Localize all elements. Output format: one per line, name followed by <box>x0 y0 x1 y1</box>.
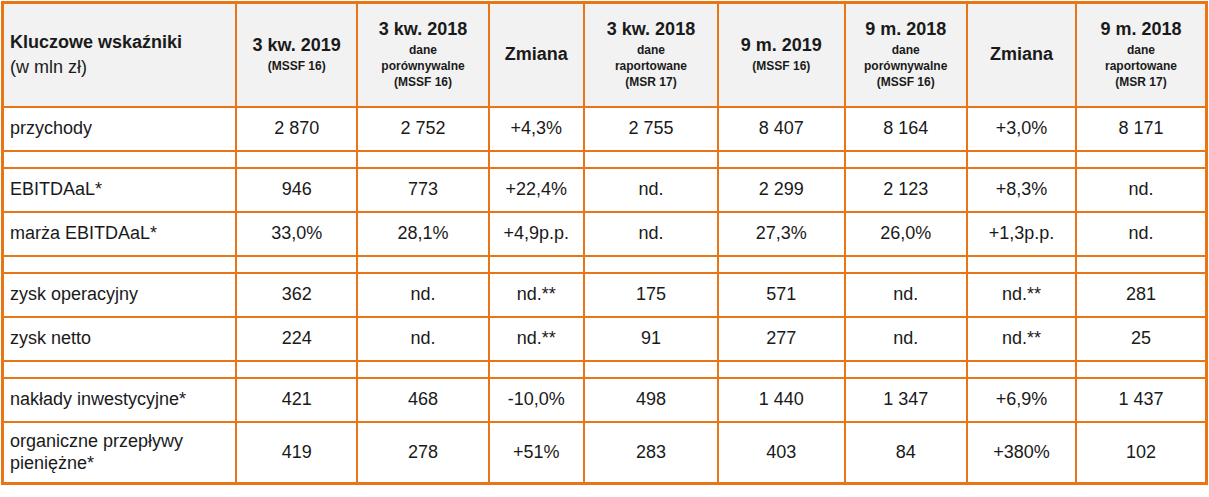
value-cell: nd. <box>845 273 967 317</box>
value-cell: 224 <box>236 317 357 361</box>
value-cell: -10,0% <box>489 378 584 422</box>
column-header-9m2018-raportowane: 9 m. 2018 dane raportowane (MSR 17) <box>1076 3 1206 107</box>
value-cell: +8,3% <box>967 168 1076 212</box>
metric-label: zysk netto <box>3 317 237 361</box>
spacer-row <box>3 151 1207 168</box>
column-header-9m2018-porownywalne: 9 m. 2018 dane porównywalne (MSSF 16) <box>845 3 967 107</box>
table-row-zysk-operacyjny: zysk operacyjny 362 nd. nd.** 175 571 nd… <box>3 273 1207 317</box>
value-cell: 403 <box>718 422 844 484</box>
value-cell: 27,3% <box>718 212 844 256</box>
spacer-row <box>3 361 1207 378</box>
metric-label: przychody <box>3 107 237 151</box>
table-row-zysk-netto: zysk netto 224 nd. nd.** 91 277 nd. nd.*… <box>3 317 1207 361</box>
table-row-przychody: przychody 2 870 2 752 +4,3% 2 755 8 407 … <box>3 107 1207 151</box>
column-header-zmiana-q: Zmiana <box>489 3 584 107</box>
value-cell: 1 440 <box>718 378 844 422</box>
value-cell: 8 171 <box>1076 107 1206 151</box>
value-cell: +51% <box>489 422 584 484</box>
value-cell: 25 <box>1076 317 1206 361</box>
value-cell: 281 <box>1076 273 1206 317</box>
value-cell: +4,3% <box>489 107 584 151</box>
value-cell: +22,4% <box>489 168 584 212</box>
value-cell: 33,0% <box>236 212 357 256</box>
value-cell: nd. <box>584 168 718 212</box>
metric-label: nakłady inwestycyjne* <box>3 378 237 422</box>
value-cell: nd. <box>845 317 967 361</box>
value-cell: nd.** <box>967 317 1076 361</box>
table-corner-header: Kluczowe wskaźniki (w mln zł) <box>3 3 237 107</box>
table-row-naklady-inwestycyjne: nakłady inwestycyjne* 421 468 -10,0% 498… <box>3 378 1207 422</box>
value-cell: 421 <box>236 378 357 422</box>
value-cell: nd. <box>357 317 488 361</box>
value-cell: nd. <box>357 273 488 317</box>
value-cell: 2 299 <box>718 168 844 212</box>
value-cell: 8 407 <box>718 107 844 151</box>
value-cell: +6,9% <box>967 378 1076 422</box>
value-cell: 946 <box>236 168 357 212</box>
value-cell: +380% <box>967 422 1076 484</box>
table-row-organiczne-przeplywy: organiczne przepływy pieniężne* 419 278 … <box>3 422 1207 484</box>
value-cell: 498 <box>584 378 718 422</box>
spacer-row <box>3 256 1207 273</box>
value-cell: 468 <box>357 378 488 422</box>
column-header-9m2019: 9 m. 2019 (MSSF 16) <box>718 3 844 107</box>
value-cell: 773 <box>357 168 488 212</box>
header-row: Kluczowe wskaźniki (w mln zł) 3 kw. 2019… <box>3 3 1207 107</box>
column-header-3kw2018-raportowane: 3 kw. 2018 dane raportowane (MSR 17) <box>584 3 718 107</box>
column-header-3kw2018-porownywalne: 3 kw. 2018 dane porównywalne (MSSF 16) <box>357 3 488 107</box>
value-cell: 1 437 <box>1076 378 1206 422</box>
value-cell: 84 <box>845 422 967 484</box>
value-cell: nd.** <box>489 317 584 361</box>
value-cell: 102 <box>1076 422 1206 484</box>
value-cell: 283 <box>584 422 718 484</box>
metric-label: organiczne przepływy pieniężne* <box>3 422 237 484</box>
value-cell: 277 <box>718 317 844 361</box>
value-cell: 2 755 <box>584 107 718 151</box>
corner-subtitle: (w mln zł) <box>10 55 229 79</box>
value-cell: +4,9p.p. <box>489 212 584 256</box>
column-header-3kw2019: 3 kw. 2019 (MSSF 16) <box>236 3 357 107</box>
value-cell: 2 123 <box>845 168 967 212</box>
value-cell: 571 <box>718 273 844 317</box>
corner-title: Kluczowe wskaźniki <box>10 30 229 54</box>
value-cell: 28,1% <box>357 212 488 256</box>
value-cell: 419 <box>236 422 357 484</box>
value-cell: nd.** <box>967 273 1076 317</box>
value-cell: 2 752 <box>357 107 488 151</box>
metric-label: EBITDAaL* <box>3 168 237 212</box>
key-indicators-table: Kluczowe wskaźniki (w mln zł) 3 kw. 2019… <box>1 1 1208 485</box>
value-cell: 26,0% <box>845 212 967 256</box>
table-row-marza-ebitdaal: marża EBITDAaL* 33,0% 28,1% +4,9p.p. nd.… <box>3 212 1207 256</box>
metric-label: zysk operacyjny <box>3 273 237 317</box>
value-cell: 8 164 <box>845 107 967 151</box>
value-cell: 2 870 <box>236 107 357 151</box>
value-cell: 362 <box>236 273 357 317</box>
value-cell: nd. <box>584 212 718 256</box>
value-cell: +3,0% <box>967 107 1076 151</box>
page: Kluczowe wskaźniki (w mln zł) 3 kw. 2019… <box>0 0 1209 486</box>
value-cell: 1 347 <box>845 378 967 422</box>
table-row-ebitdaal: EBITDAaL* 946 773 +22,4% nd. 2 299 2 123… <box>3 168 1207 212</box>
value-cell: nd. <box>1076 168 1206 212</box>
value-cell: 278 <box>357 422 488 484</box>
value-cell: 175 <box>584 273 718 317</box>
column-header-zmiana-9m: Zmiana <box>967 3 1076 107</box>
value-cell: 91 <box>584 317 718 361</box>
value-cell: nd.** <box>489 273 584 317</box>
value-cell: +1,3p.p. <box>967 212 1076 256</box>
metric-label: marża EBITDAaL* <box>3 212 237 256</box>
value-cell: nd. <box>1076 212 1206 256</box>
